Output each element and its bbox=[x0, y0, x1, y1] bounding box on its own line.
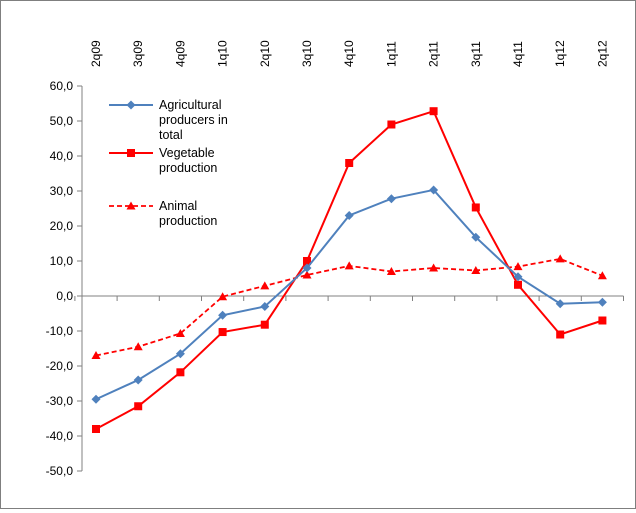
x-tick-label: 1q10 bbox=[216, 40, 230, 67]
data-point-triangle bbox=[218, 292, 228, 301]
data-point-square bbox=[387, 120, 396, 129]
data-point-diamond bbox=[344, 211, 354, 220]
x-tick-label: 2q11 bbox=[427, 41, 441, 67]
x-tick-label: 1q12 bbox=[553, 40, 567, 67]
legend-label: Animal bbox=[159, 199, 197, 213]
data-point-triangle bbox=[126, 201, 136, 210]
data-point-square bbox=[345, 159, 354, 167]
legend-label: Vegetable bbox=[159, 146, 215, 160]
data-point-triangle bbox=[260, 281, 270, 290]
series-line bbox=[95, 257, 603, 357]
data-point-diamond bbox=[133, 375, 143, 385]
data-point-square bbox=[127, 149, 135, 157]
data-point-diamond bbox=[218, 310, 228, 320]
data-point-square bbox=[429, 107, 438, 116]
data-point-square bbox=[303, 257, 311, 265]
y-tick-label: 50,0 bbox=[50, 114, 74, 128]
x-tick-label: 1q11 bbox=[384, 41, 398, 67]
series-diamond bbox=[91, 185, 607, 404]
data-point-square bbox=[598, 316, 607, 325]
series-group bbox=[91, 107, 607, 433]
x-tick-label: 4q09 bbox=[173, 40, 187, 67]
data-point-triangle bbox=[133, 342, 143, 351]
data-point-triangle bbox=[471, 265, 481, 274]
data-point-diamond bbox=[126, 100, 136, 110]
y-tick-label: -50,0 bbox=[46, 464, 74, 478]
data-point-triangle bbox=[555, 254, 565, 263]
x-tick-label: 2q10 bbox=[258, 40, 272, 67]
data-point-diamond bbox=[260, 302, 270, 311]
y-tick-label: 20,0 bbox=[50, 219, 74, 233]
x-tick-label: 3q09 bbox=[131, 40, 145, 67]
data-point-diamond bbox=[471, 232, 481, 242]
data-point-square bbox=[176, 368, 185, 377]
data-point-diamond bbox=[597, 297, 607, 307]
y-tick-label: 10,0 bbox=[50, 254, 74, 268]
series-triangle bbox=[91, 254, 607, 359]
legend-label: Agricultural bbox=[159, 98, 222, 112]
data-point-triangle bbox=[302, 270, 312, 279]
x-tick-label: 4q11 bbox=[511, 41, 525, 67]
data-point-triangle bbox=[597, 271, 607, 280]
data-point-triangle bbox=[429, 263, 439, 272]
data-point-square bbox=[218, 328, 227, 337]
data-point-triangle bbox=[386, 267, 396, 275]
series-square bbox=[92, 107, 607, 433]
data-point-square bbox=[471, 203, 480, 212]
data-point-diamond bbox=[513, 272, 523, 282]
data-point-diamond bbox=[302, 263, 312, 273]
x-tick-label: 3q11 bbox=[469, 41, 483, 67]
y-tick-label: 0,0 bbox=[56, 289, 73, 303]
x-tick-label: 2q12 bbox=[595, 40, 609, 67]
legend-label: producers in bbox=[159, 113, 228, 127]
legend-label: total bbox=[159, 128, 183, 142]
x-tick-label: 4q10 bbox=[342, 40, 356, 67]
data-point-diamond bbox=[555, 299, 565, 309]
data-point-square bbox=[556, 330, 565, 339]
data-point-square bbox=[92, 425, 100, 433]
axes: 60,0 50,0 40,0 30,0 20,0 10,0 0,0 -10,0 -20,0 -30… bbox=[46, 40, 624, 478]
data-point-diamond bbox=[429, 185, 439, 195]
data-point-diamond bbox=[91, 394, 101, 404]
y-tick-label: -30,0 bbox=[46, 394, 74, 408]
data-point-triangle bbox=[175, 328, 185, 337]
data-point-diamond bbox=[175, 349, 185, 359]
data-point-square bbox=[514, 280, 522, 289]
y-tick-label: -20,0 bbox=[46, 359, 74, 373]
legend-label: production bbox=[159, 214, 217, 228]
x-tick-label: 3q10 bbox=[300, 40, 314, 67]
y-tick-label: 30,0 bbox=[50, 184, 74, 198]
data-point-diamond bbox=[386, 194, 396, 204]
data-point-triangle bbox=[91, 351, 101, 359]
data-point-square bbox=[260, 320, 269, 329]
y-tick-label: -40,0 bbox=[46, 429, 74, 443]
data-point-triangle bbox=[513, 262, 523, 271]
data-point-triangle bbox=[344, 261, 354, 270]
y-tick-label: 40,0 bbox=[50, 149, 74, 163]
legend-label: production bbox=[159, 161, 217, 175]
x-tick-label: 2q09 bbox=[89, 40, 103, 67]
data-point-square bbox=[134, 402, 143, 411]
y-tick-label: 60,0 bbox=[50, 79, 74, 93]
y-tick-label: -10,0 bbox=[46, 324, 74, 338]
